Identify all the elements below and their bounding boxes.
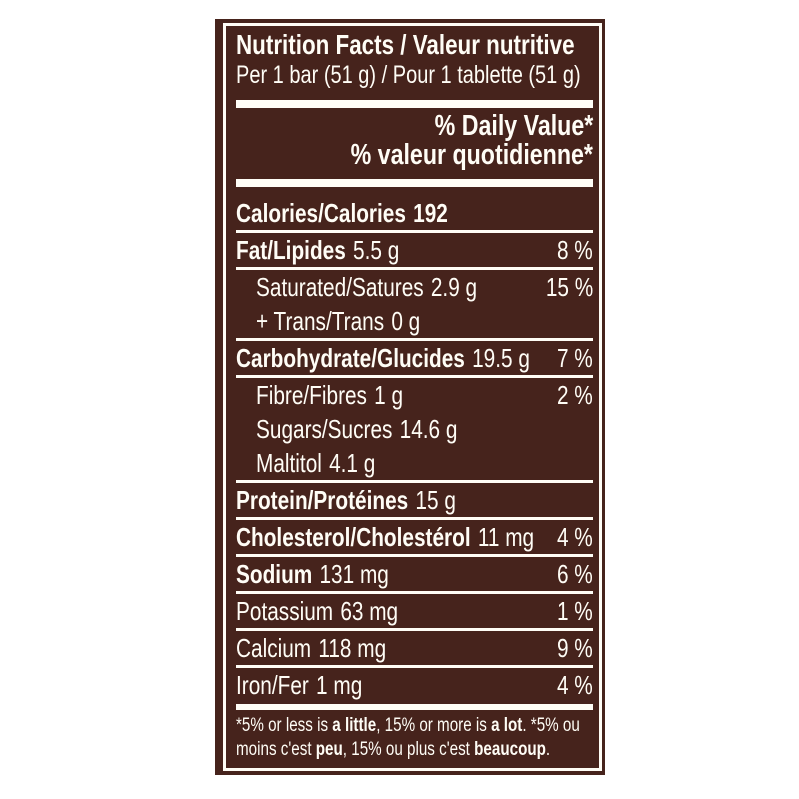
separator-bar-thick [236,100,593,108]
nutrient-row: Maltitol 4.1 g [236,446,593,483]
nutrient-row: Potassium 63 mg 1 % [236,594,593,631]
nutrient-name: Calcium [236,633,312,663]
nutrient-row: Iron/Fer 1 mg 4 % [236,668,593,702]
daily-value-header: % Daily Value* % valeur quotidienne* [236,112,593,170]
nutrient-amount: 19.5 g [472,343,530,373]
nutrient-amount: 15 g [415,485,456,515]
label-title-text: Nutrition Facts / Valeur nutritive [236,29,575,60]
label-frame: Nutrition Facts / Valeur nutritive Per 1… [223,23,602,771]
nutrient-row: Fat/Lipides 5.5 g 8 % [236,233,593,270]
nutrient-row: Calories/Calories 192 [236,196,593,233]
nutrient-daily-value: 6 % [557,559,593,589]
nutrient-daily-value: 4 % [557,522,593,552]
nutrient-amount: 192 [413,198,448,228]
nutrient-name: Carbohydrate/Glucides [236,343,465,373]
nutrient-amount: 2.9 g [430,272,478,302]
nutrient-amount: 5.5 g [353,235,400,265]
nutrient-name: + Trans/Trans [256,306,385,336]
nutrient-row: Saturated/Satures 2.9 g 15 % [236,270,593,304]
footnote-line: moins c'est peu, 15% ou plus c'est beauc… [236,739,551,760]
nutrient-name: Sugars/Sucres [256,414,393,444]
nutrient-amount: 1 g [374,380,404,410]
nutrient-daily-value: 9 % [557,633,593,663]
footnote: *5% or less is a little, 15% or more is … [236,714,593,762]
nutrient-row: Protein/Protéines 15 g [236,483,593,520]
nutrient-amount: 0 g [391,306,421,336]
nutrient-amount: 63 mg [340,596,399,626]
nutrient-amount: 4.1 g [329,448,376,478]
nutrient-row: Sugars/Sucres 14.6 g [236,412,593,446]
nutrient-name: Calories/Calories [236,198,406,228]
nutrient-row: Carbohydrate/Glucides 19.5 g 7 % [236,341,593,378]
separator-bar-thick [236,179,593,187]
nutrient-name: Saturated/Satures [256,272,424,302]
nutrient-row: Calcium 118 mg 9 % [236,631,593,668]
nutrient-name: Fibre/Fibres [256,380,367,410]
serving-size: Per 1 bar (51 g) / Pour 1 tablette (51 g… [236,60,593,90]
label-title: Nutrition Facts / Valeur nutritive [236,30,593,60]
nutrient-daily-value: 1 % [557,596,593,626]
nutrient-name: Maltitol [256,448,322,478]
footnote-separator-bar [236,704,593,710]
nutrition-facts-label: Nutrition Facts / Valeur nutritive Per 1… [215,19,605,775]
nutrient-name: Iron/Fer [236,670,309,700]
nutrient-amount: 118 mg [318,633,387,663]
daily-value-en: % Daily Value* [434,110,593,142]
nutrient-row: Fibre/Fibres 1 g 2 % [236,378,593,412]
daily-value-fr: % valeur quotidienne* [350,139,593,171]
nutrient-amount: 131 mg [319,559,389,589]
nutrient-row: + Trans/Trans 0 g [236,304,593,341]
nutrient-daily-value: 8 % [557,235,593,265]
nutrient-name: Sodium [236,559,313,589]
nutrient-daily-value: 7 % [557,343,593,373]
nutrient-daily-value: 15 % [545,272,593,302]
nutrient-name: Cholesterol/Cholestérol [236,522,471,552]
nutrient-name: Protein/Protéines [236,485,409,515]
nutrient-daily-value: 4 % [557,670,593,700]
nutrient-amount: 1 mg [316,670,363,700]
serving-size-text: Per 1 bar (51 g) / Pour 1 tablette (51 g… [236,61,581,89]
nutrient-daily-value: 2 % [557,380,593,410]
nutrient-rows: Calories/Calories 192 Fat/Lipides 5.5 g 8 … [236,196,593,702]
footnote-line: *5% or less is a little, 15% or more is … [236,715,580,736]
nutrient-amount: 11 mg [477,522,535,552]
nutrient-row: Sodium 131 mg 6 % [236,557,593,594]
nutrient-name: Potassium [236,596,334,626]
nutrient-name: Fat/Lipides [236,235,346,265]
nutrient-row: Cholesterol/Cholestérol 11 mg 4 % [236,520,593,557]
nutrient-amount: 14.6 g [399,414,458,444]
